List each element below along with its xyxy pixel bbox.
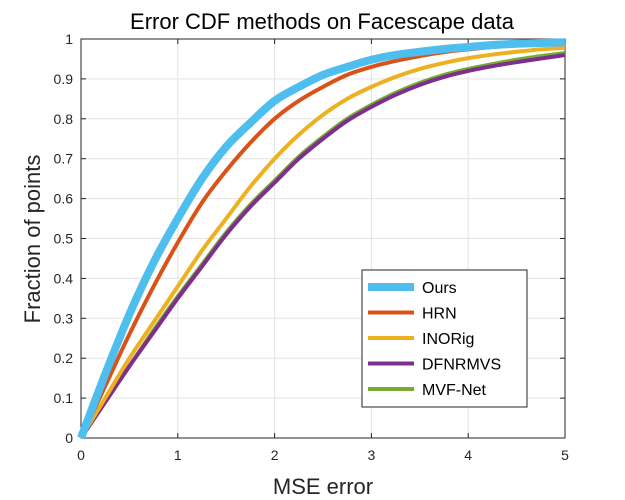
y-tick-label: 0.4 — [54, 270, 74, 286]
x-tick-label: 2 — [271, 447, 279, 463]
y-tick-label: 0 — [65, 430, 73, 446]
x-tick-label: 5 — [561, 447, 569, 463]
y-tick-label: 0.1 — [54, 390, 74, 406]
y-tick-label: 0.6 — [54, 191, 74, 207]
y-tick-label: 1 — [65, 31, 73, 47]
series-line-inorig — [79, 45, 566, 440]
y-tick-label: 0.7 — [54, 151, 74, 167]
series-lines — [77, 38, 566, 440]
series-line-dfnrmvs — [79, 52, 566, 440]
x-tick-label: 4 — [464, 447, 472, 463]
legend-label-dfnrmvs: DFNRMVS — [422, 357, 501, 374]
y-tick-label: 0.8 — [54, 111, 74, 127]
y-tick-label: 0.2 — [54, 350, 74, 366]
y-tick-label: 0.3 — [54, 310, 74, 326]
legend-label-hrn: HRN — [422, 306, 457, 323]
y-axis-label: Fraction of points — [20, 155, 45, 324]
x-tick-label: 3 — [368, 447, 376, 463]
x-tick-label: 0 — [77, 447, 85, 463]
y-tick-label: 0.9 — [54, 71, 74, 87]
legend-label-ours: Ours — [422, 280, 457, 297]
y-tick-label: 0.5 — [54, 231, 74, 247]
series-line-ours — [77, 38, 566, 440]
chart-title: Error CDF methods on Facescape data — [130, 9, 515, 34]
legend: Ours HRN INORig DFNRMVS MVF-Net — [361, 269, 528, 408]
axis-ticks: 0 1 2 3 4 5 0 0.1 0.2 0.3 0.4 0.5 0.6 0.7 0.8 0.9 1 — [54, 31, 570, 463]
legend-label-mvf-net: MVF-Net — [422, 382, 487, 399]
x-axis-label: MSE error — [273, 474, 373, 499]
legend-label-inorig: INORig — [422, 331, 474, 348]
x-tick-label: 1 — [174, 447, 182, 463]
